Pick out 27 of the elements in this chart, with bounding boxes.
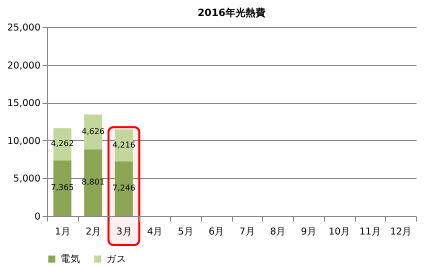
x-tick-label: 2月 <box>86 226 102 238</box>
bar <box>53 128 72 160</box>
x-tick-label: 5月 <box>178 226 194 238</box>
x-tick-label: 3月 <box>116 226 132 238</box>
x-tick-label: 8月 <box>270 226 286 238</box>
data-label: 4,216 <box>112 140 136 150</box>
chart-title: 2016年光熱費 <box>198 7 266 19</box>
x-tick-label: 9月 <box>300 226 317 238</box>
y-tick-label: 20,000 <box>7 60 40 72</box>
y-tick-label: 25,000 <box>7 22 40 34</box>
x-tick-label: 1月 <box>54 226 71 238</box>
data-label: 4,262 <box>50 139 74 148</box>
y-tick-label: 10,000 <box>7 136 40 147</box>
bar <box>84 114 102 150</box>
x-tick-label: 7月 <box>239 226 256 238</box>
x-tick-label: 6月 <box>208 226 225 238</box>
legend-label: ガス <box>106 254 126 266</box>
legend-label: 電気 <box>60 254 80 266</box>
data-label: 4,626 <box>82 126 105 136</box>
y-tick-label: 15,000 <box>7 98 40 110</box>
x-tick-label: 11月 <box>359 226 382 238</box>
y-tick-label: 0 <box>34 212 40 222</box>
x-tick-label: 12月 <box>390 226 412 238</box>
x-tick-label: 10月 <box>328 226 351 238</box>
bar <box>114 129 133 162</box>
x-tick-label: 4月 <box>147 226 164 238</box>
y-tick-label: 5,000 <box>13 174 40 185</box>
